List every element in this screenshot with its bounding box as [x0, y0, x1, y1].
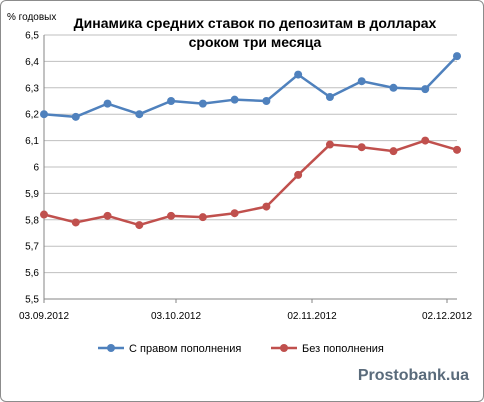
y-tick-label: 6,1 — [25, 136, 39, 147]
data-point-series-2 — [71, 218, 80, 227]
data-point-series-2 — [421, 136, 430, 145]
legend-swatch-marker — [280, 344, 288, 352]
series-line-2 — [43, 139, 458, 227]
data-point-series-1 — [389, 83, 398, 92]
data-point-series-2 — [262, 202, 271, 211]
data-point-series-1 — [230, 95, 239, 104]
data-point-series-1 — [421, 85, 430, 94]
data-point-series-1 — [453, 52, 461, 61]
y-tick-label: 5,9 — [25, 189, 39, 200]
y-tick-label: 6,4 — [25, 57, 39, 68]
data-point-series-2 — [135, 221, 144, 230]
data-point-series-1 — [40, 110, 48, 119]
chart-title-line-2: сроком три месяца — [189, 34, 322, 50]
data-point-series-1 — [357, 77, 366, 86]
y-tick-label: 5,5 — [25, 295, 39, 306]
data-point-series-1 — [294, 70, 303, 79]
legend: С правом пополнения Без пополнения — [98, 343, 384, 355]
data-point-series-1 — [103, 99, 112, 108]
data-point-series-2 — [198, 213, 207, 222]
legend-entry-label: С правом пополнения — [129, 343, 241, 355]
data-point-series-1 — [262, 97, 271, 105]
data-point-series-2 — [325, 140, 334, 149]
x-tick-label: 03.10.2012 — [151, 311, 201, 322]
y-tick-label: 6 — [33, 163, 39, 174]
x-tick-label: 02.11.2012 — [287, 311, 337, 322]
chart-title-line-1: Динамика средних ставок по депозитам в д… — [74, 15, 437, 31]
x-tick-label: 03.09.2012 — [19, 311, 69, 322]
y-tick-label: 6,2 — [25, 110, 39, 121]
y-axis-label: % годовых — [7, 12, 56, 23]
data-point-series-2 — [357, 143, 366, 152]
data-point-series-2 — [453, 145, 461, 154]
series-line-1 — [43, 55, 458, 119]
y-tick-label: 5,7 — [25, 242, 39, 253]
data-point-series-2 — [230, 209, 239, 218]
data-point-series-1 — [71, 112, 80, 121]
data-point-series-2 — [40, 210, 48, 219]
y-tick-label: 6,5 — [25, 31, 39, 42]
legend-swatch-marker — [107, 344, 115, 352]
y-tick-label: 5,6 — [25, 268, 39, 279]
y-tick-label: 5,8 — [25, 215, 39, 226]
data-point-series-1 — [135, 110, 144, 119]
data-point-series-2 — [167, 211, 176, 220]
data-point-series-1 — [325, 93, 334, 102]
data-point-series-1 — [198, 99, 207, 108]
watermark-logo: Prostobank.ua — [358, 367, 469, 384]
data-point-series-2 — [103, 211, 112, 220]
y-tick-label: 6,3 — [25, 83, 39, 94]
data-point-series-2 — [294, 170, 303, 179]
data-point-series-1 — [167, 97, 176, 105]
data-point-series-2 — [389, 147, 398, 156]
x-tick-label: 02.12.2012 — [422, 311, 472, 322]
legend-entry-label: Без пополнения — [302, 343, 384, 355]
